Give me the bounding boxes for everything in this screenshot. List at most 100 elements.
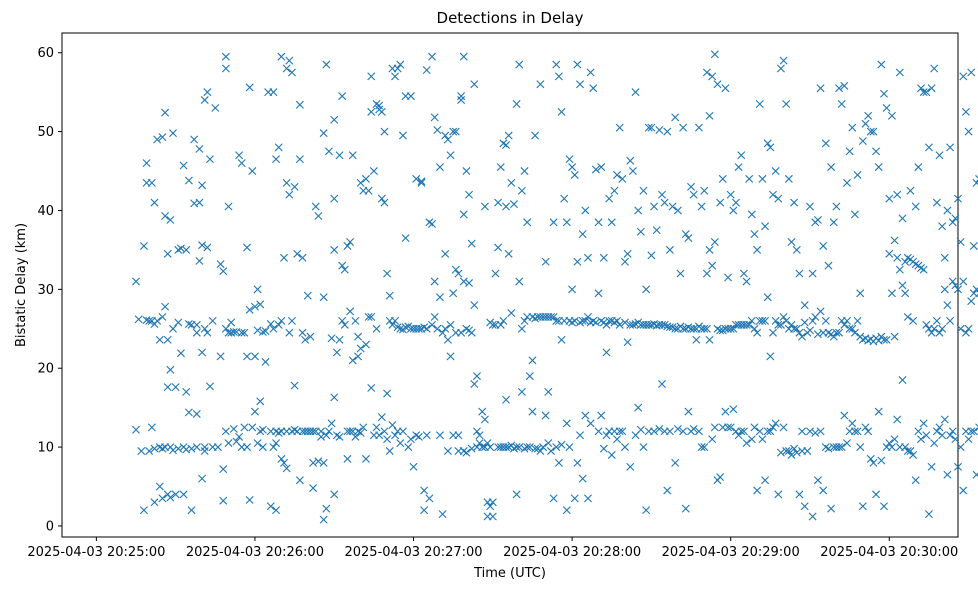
data-point — [755, 99, 764, 108]
data-point — [480, 202, 489, 211]
data-point — [864, 427, 873, 436]
data-point — [615, 320, 624, 329]
data-point — [528, 356, 537, 365]
data-point — [742, 439, 751, 448]
data-point — [243, 243, 252, 252]
data-point — [808, 269, 817, 278]
data-point — [515, 443, 524, 452]
x-axis-label: Time (UTC) — [473, 566, 546, 581]
data-point — [176, 244, 185, 253]
data-point — [327, 419, 336, 428]
data-point — [184, 176, 193, 185]
data-point — [192, 409, 201, 418]
data-point — [330, 194, 339, 203]
data-point — [221, 324, 230, 333]
data-point — [914, 163, 923, 172]
data-point — [605, 194, 614, 203]
data-point — [277, 454, 286, 463]
data-point — [512, 490, 521, 499]
data-point — [620, 443, 629, 452]
data-point — [192, 443, 201, 452]
data-point — [890, 236, 899, 245]
y-tick-label: 50 — [37, 125, 54, 140]
data-point — [832, 328, 841, 337]
data-point — [964, 435, 973, 444]
data-point — [890, 332, 899, 341]
data-point — [467, 444, 476, 453]
data-point — [594, 427, 603, 436]
data-point — [145, 316, 154, 325]
data-point — [755, 427, 764, 436]
data-point — [845, 324, 854, 333]
data-point — [539, 443, 548, 452]
data-point — [657, 320, 666, 329]
data-point — [771, 419, 780, 428]
data-point — [163, 383, 172, 392]
data-point — [689, 324, 698, 333]
data-point — [750, 230, 759, 239]
data-point — [694, 123, 703, 132]
data-point — [745, 174, 754, 183]
data-point — [237, 328, 246, 337]
x-tick-label: 2025-04-03 20:28:00 — [503, 545, 641, 560]
data-point — [383, 389, 392, 398]
data-point — [525, 443, 534, 452]
data-point — [422, 431, 431, 440]
data-point — [398, 131, 407, 140]
data-point — [665, 323, 674, 332]
data-point — [853, 316, 862, 325]
data-point — [433, 126, 442, 135]
data-point — [568, 163, 577, 172]
data-point — [961, 328, 970, 337]
data-point — [169, 324, 177, 333]
data-point — [948, 427, 957, 436]
data-point — [383, 269, 392, 278]
data-point — [766, 352, 775, 361]
data-point — [639, 186, 648, 195]
data-point — [726, 324, 735, 333]
data-point — [956, 324, 965, 333]
data-point — [898, 376, 907, 385]
data-point — [425, 494, 434, 503]
data-point — [813, 330, 822, 339]
data-point — [200, 324, 209, 333]
data-point — [182, 245, 191, 254]
data-point — [655, 126, 664, 135]
data-point — [739, 269, 748, 278]
data-point — [800, 502, 809, 511]
data-point — [531, 131, 540, 140]
data-point — [430, 277, 439, 286]
data-point — [219, 267, 228, 276]
data-point — [671, 324, 680, 333]
data-point — [729, 206, 738, 215]
data-point — [243, 352, 252, 361]
data-point — [768, 190, 777, 199]
data-point — [906, 186, 915, 195]
data-point — [314, 211, 323, 220]
chart-title: Detections in Delay — [437, 9, 584, 27]
data-point — [813, 215, 822, 224]
data-point — [401, 234, 410, 243]
data-point — [848, 123, 857, 132]
data-point — [330, 245, 339, 254]
data-point — [607, 218, 616, 227]
data-point — [306, 332, 315, 341]
data-point — [502, 141, 511, 149]
data-point — [679, 324, 688, 333]
data-point — [903, 447, 912, 456]
data-point — [147, 178, 156, 187]
data-point — [956, 443, 965, 452]
data-point — [176, 349, 185, 358]
data-point — [163, 249, 172, 258]
data-point — [502, 395, 511, 404]
x-tick-label: 2025-04-03 20:25:00 — [27, 545, 165, 560]
data-point — [650, 427, 659, 436]
data-point — [261, 357, 270, 366]
data-point — [467, 328, 476, 337]
data-point — [924, 143, 933, 152]
data-point — [679, 427, 688, 436]
data-point — [901, 289, 910, 298]
data-point — [560, 194, 569, 203]
data-point — [821, 139, 830, 148]
data-point — [324, 147, 333, 156]
